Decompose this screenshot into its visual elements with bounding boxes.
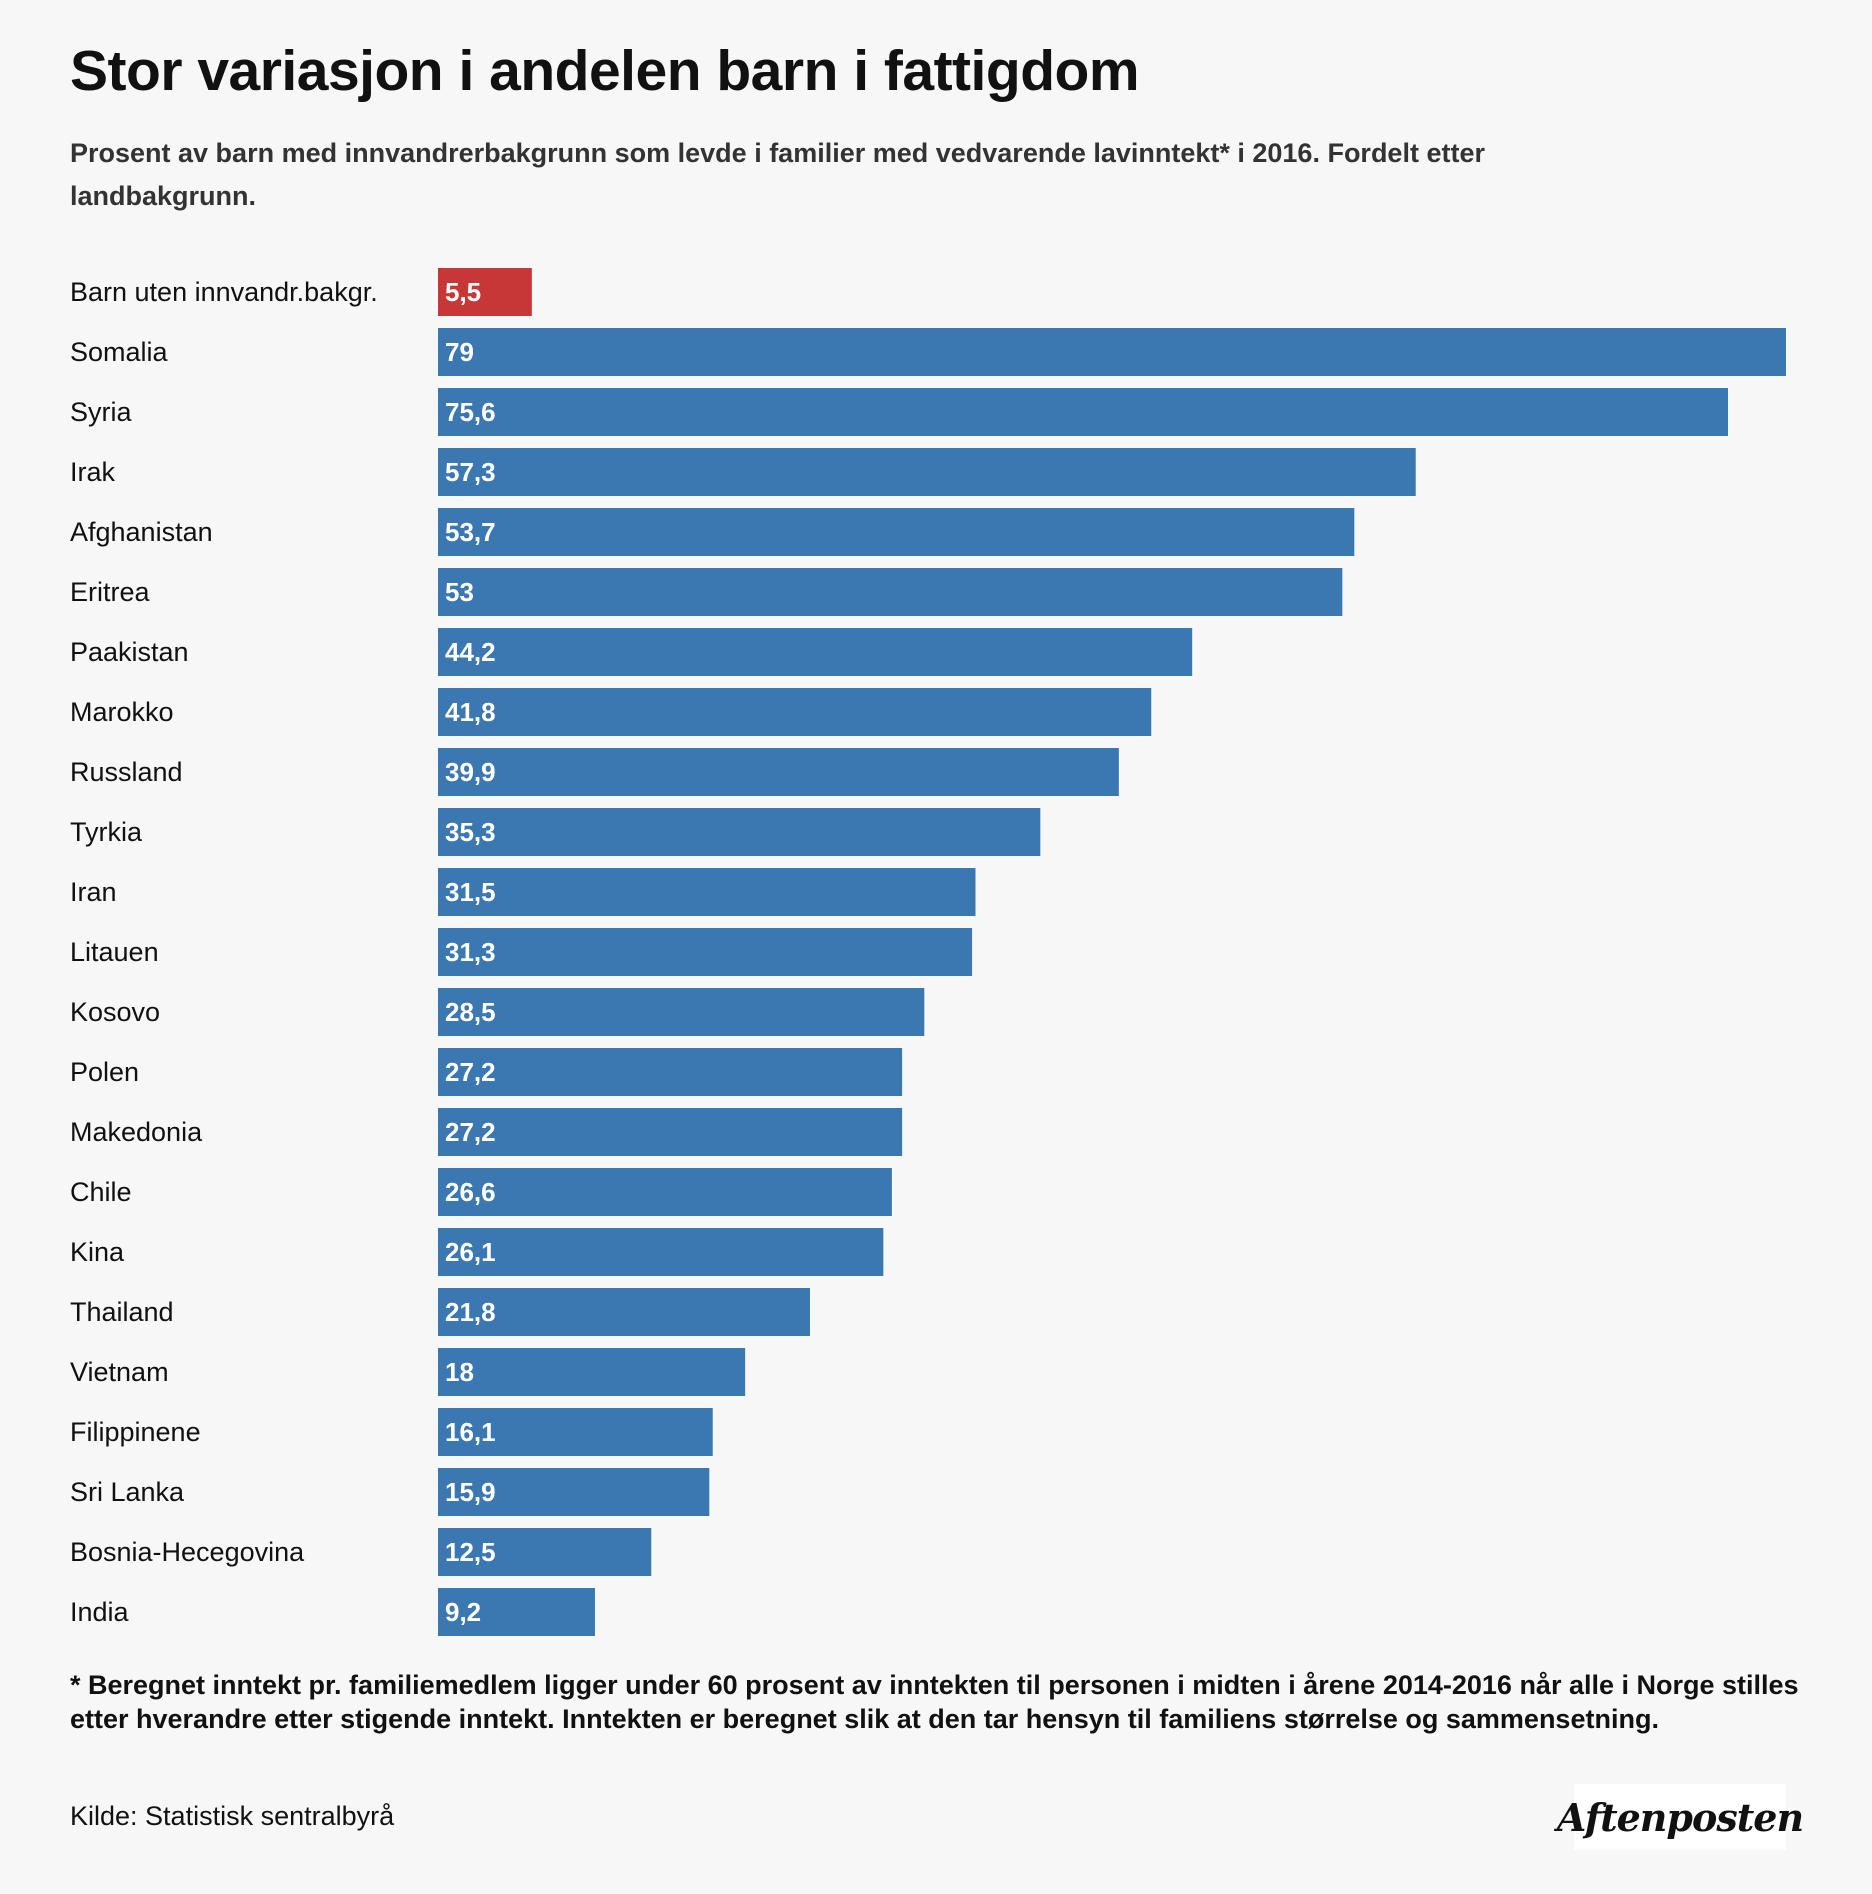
category-label: Kina [70,1237,125,1267]
bar [438,1468,710,1516]
category-label: Tyrkia [70,817,143,847]
value-label: 15,9 [445,1477,496,1507]
category-label: India [70,1597,130,1627]
bar [438,748,1119,796]
bar [438,988,925,1036]
category-label: Chile [70,1177,132,1207]
bar [438,1588,595,1636]
value-label: 27,2 [445,1057,496,1087]
bar [438,268,532,316]
category-label: Sri Lanka [70,1477,185,1507]
value-label: 35,3 [445,817,496,847]
bar [438,1228,884,1276]
bar [438,688,1152,736]
bar [438,568,1343,616]
value-label: 53,7 [445,517,496,547]
value-label: 39,9 [445,757,496,787]
category-label: Polen [70,1057,139,1087]
value-label: 28,5 [445,997,496,1027]
value-label: 18 [445,1357,474,1387]
bar [438,808,1041,856]
category-label: Marokko [70,697,174,727]
value-label: 21,8 [445,1297,496,1327]
bar [438,1288,810,1336]
value-label: 26,6 [445,1177,496,1207]
value-label: 57,3 [445,457,496,487]
category-label: Filippinene [70,1417,201,1447]
category-label: Syria [70,397,132,427]
aftenposten-logo: Aftenposten [1557,1784,1804,1850]
value-label: 16,1 [445,1417,496,1447]
bar [438,928,973,976]
value-label: 12,5 [445,1537,496,1567]
value-label: 75,6 [445,397,496,427]
bar-chart: Barn uten innvandr.bakgr. 5,5 Somalia 79 Syr… [70,268,1786,1636]
chart-subtitle: Prosent av barn med innvandrerbakgrunn s… [70,138,1485,211]
bar [438,1168,892,1216]
bar [438,1528,652,1576]
value-label: 9,2 [445,1597,481,1627]
category-label: Makedonia [70,1117,203,1147]
value-label: 31,3 [445,937,496,967]
bar [438,508,1355,556]
category-label: Vietnam [70,1357,169,1387]
bar [438,1108,903,1156]
value-label: 41,8 [445,697,496,727]
category-label: Litauen [70,937,159,967]
category-label: Iran [70,877,117,907]
category-label: Thailand [70,1297,174,1327]
category-label: Kosovo [70,997,160,1027]
value-label: 27,2 [445,1117,496,1147]
category-label: Barn uten innvandr.bakgr. [70,277,378,307]
category-label: Afghanistan [70,517,213,547]
category-label: Paakistan [70,637,189,667]
value-label: 31,5 [445,877,496,907]
category-label: Somalia [70,337,169,367]
category-label: Eritrea [70,577,151,607]
bar [438,1048,903,1096]
category-label: Russland [70,757,183,787]
bar [438,868,976,916]
bar [438,628,1193,676]
footnote: * Beregnet inntekt pr. familiemedlem lig… [70,1670,1799,1734]
bar [438,448,1416,496]
value-label: 26,1 [445,1237,496,1267]
value-label: 44,2 [445,637,496,667]
logo-text: Aftenposten [1556,1794,1804,1840]
bar [438,388,1728,436]
category-label: Irak [70,457,116,487]
category-label: Bosnia-Hecegovina [70,1537,305,1567]
value-label: 79 [445,337,474,367]
value-label: 5,5 [445,277,481,307]
bar [438,1408,713,1456]
value-label: 53 [445,577,474,607]
bar [438,1348,746,1396]
bar [438,328,1786,376]
chart-title: Stor variasjon i andelen barn i fattigdo… [70,39,1140,103]
source-note: Kilde: Statistisk sentralbyrå [70,1801,395,1831]
